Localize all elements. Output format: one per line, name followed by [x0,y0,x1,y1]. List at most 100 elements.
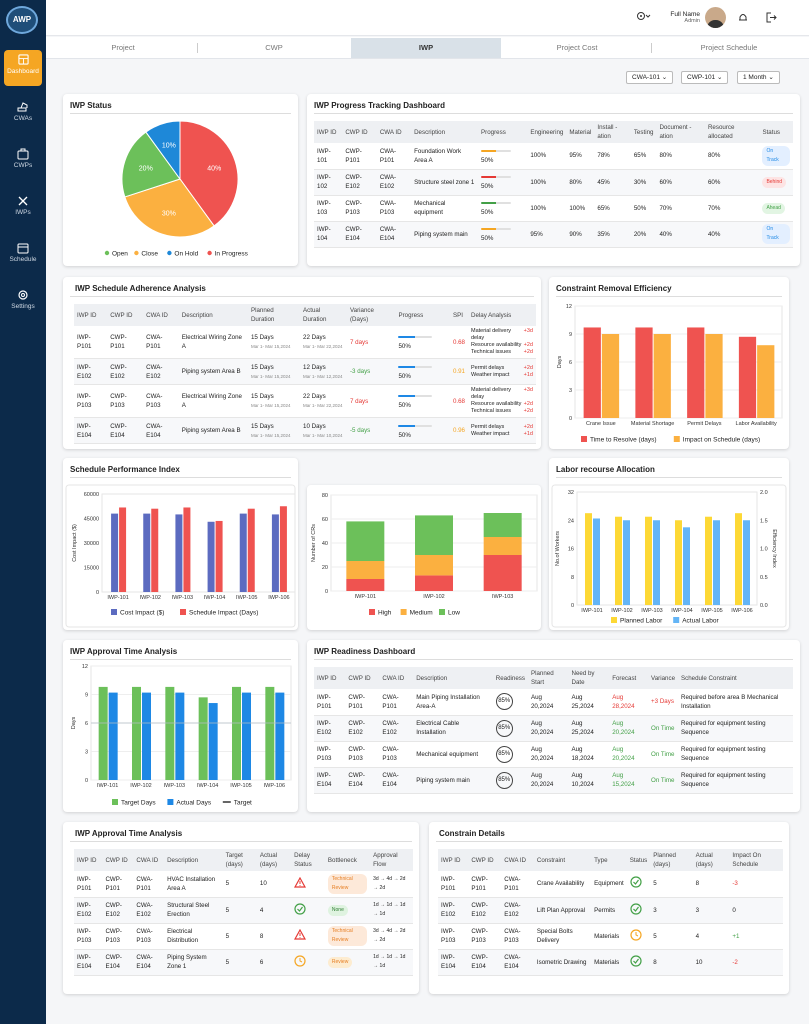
table-row[interactable]: IWP-P101 CWP-P101 CWA-P101 HVAC Installatio… [74,871,413,898]
tab-iwp[interactable]: IWP [351,38,501,58]
column-header: CWP ID [342,121,377,143]
table-row[interactable]: IWP-102 CWP-E102 CWA-E102 Structure steel z… [314,169,793,196]
table-row[interactable]: IWP-P103 CWP-P103 CWA-P103 Mechanical equip… [314,741,793,768]
location-icon[interactable] [636,11,652,25]
tab-project-cost[interactable]: Project Cost [502,38,652,58]
avatar[interactable] [705,7,726,28]
legend-label: Target [234,800,252,807]
actual-duration: 22 Days [303,393,326,400]
status-badge: On Track [762,145,790,166]
period-select-value: 1 Month [743,74,767,81]
delay-days: +2d [523,401,533,407]
legend-swatch [581,436,587,442]
cell-status: Behind [759,169,793,196]
cell-eng: 100% [527,169,567,196]
cell-cwp: CWP-E104 [342,221,377,248]
excavator-icon [4,97,42,115]
card-title: IWP Readiness Dashboard [314,647,416,656]
sidebar-item-schedule[interactable]: Schedule [4,238,42,274]
stack-low-iwp-103 [483,513,522,537]
table-row[interactable]: IWP-P101 CWP-P101 CWA-P101 Electrical Wirin… [74,326,536,359]
cell-res: 70% [704,195,760,222]
cell-cwa: CWA-P103 [376,195,412,222]
cell-desc: Piping system Area B [178,417,248,444]
cell-actual: 8 [692,871,730,898]
pie-data-label: 20% [139,165,153,172]
cell-approval-flow: 1d → 1d → 1d → 1d [370,897,413,924]
cwa-select[interactable]: CWA-101 ⌄ [626,71,674,84]
progress-value: 50% [398,343,411,350]
labor-allocation-card: Labor recourse Allocation 0 8 16 24 32 0.0 0.5… [549,458,789,630]
table-row[interactable]: IWP-E104 CWP-E104 CWA-E104 Piping system ma… [314,767,793,794]
cell-planned: 15 Days Mar 1- Mar 15,2024 [247,358,301,385]
column-header: Delay Analysis [467,304,536,326]
cell-iwp: IWP-102 [314,169,343,196]
tab-project-schedule[interactable]: Project Schedule [654,38,804,58]
cell-actual: 10 [692,949,730,976]
cell-cwp: CWP-P101 [468,871,502,898]
cell-planned-start: Aug 20,2024 [527,689,569,716]
cell-delay-status [291,949,325,976]
column-header: Constraint [533,849,592,871]
cell-iwp: IWP-104 [314,221,343,248]
cell-mat: 100% [566,195,595,222]
period-select[interactable]: 1 Month ⌄ [737,71,780,84]
x-tick-label: IWP-103 [641,608,662,614]
tab-project[interactable]: Project [48,38,198,58]
column-header: CWA ID [501,849,534,871]
table-row[interactable]: IWP-E102 CWP-E102 CWA-E102 Lift Plan Approv… [438,897,783,924]
cell-type: Materials [591,949,627,976]
legend-swatch [104,250,110,256]
delay-item: Material delivery delay +3d [471,387,533,401]
table-row[interactable]: IWP-E104 CWP-E104 CWA-E104 Isometric Drawin… [438,949,783,976]
table-row[interactable]: IWP-P101 CWP-P101 CWA-P101 Main Piping Inst… [314,689,793,716]
sidebar-item-dashboard[interactable]: Dashboard [4,50,42,86]
legend-label: In Progress [215,251,249,258]
check-circle-icon [630,902,642,917]
table-row[interactable]: IWP-P101 CWP-P101 CWA-P101 Crane Availabili… [438,871,783,898]
cell-cwp: CWP-P103 [102,923,134,950]
sidebar-item-settings[interactable]: Settings [4,285,42,321]
notification-bell-icon[interactable] [738,12,748,25]
progress-value: 50% [481,183,494,190]
cell-progress: 50% [478,195,528,222]
table-row[interactable]: IWP-P103 CWP-P103 CWA-P103 Electrical Distr… [74,923,413,950]
cell-cwp: CWP-P101 [345,689,380,716]
cell-iwp: IWP-E102 [438,897,469,924]
table-row[interactable]: IWP-104 CWP-E104 CWA-E104 Piping system mai… [314,221,793,248]
stack-low-iwp-102 [415,515,453,555]
cell-iwp: IWP-E102 [74,358,108,385]
chevron-down-icon: ⌄ [661,74,668,81]
delay-days: +3d [523,387,533,393]
legend-swatch [439,609,445,615]
delay-reason: Resource availability [470,342,522,348]
table-row[interactable]: IWP-101 CWP-P101 CWA-P101 Foundation Work A… [314,143,793,170]
status-badge: On Track [762,224,790,244]
cell-cwa: CWA-P103 [143,384,179,418]
sidebar-item-label: IWPs [15,209,31,216]
column-header: CWA ID [133,849,165,871]
sidebar-item-cwps[interactable]: CWPs [4,144,42,180]
bar-planned-labor-iwp-101 [585,513,592,605]
cwp-select[interactable]: CWP-101 ⌄ [681,71,729,84]
card-title: Schedule Performance Index [70,465,180,474]
delay-reason: Weather impact [470,430,510,437]
sidebar-item-cwas[interactable]: CWAs [4,97,42,133]
table-row[interactable]: IWP-E102 CWP-E102 CWA-E102 Electrical Cable… [314,715,793,742]
table-row[interactable]: IWP-E104 CWP-E104 CWA-E104 Piping System Zo… [74,949,413,976]
table-row[interactable]: IWP-P103 CWP-P103 CWA-P103 Electrical Wirin… [74,384,536,418]
logout-icon[interactable] [766,12,777,25]
legend-swatch [207,250,212,256]
sidebar-item-iwps[interactable]: IWPs [4,191,42,227]
planned-range: Mar 1- Mar 15,2024 [250,373,291,379]
table-row[interactable]: IWP-E104 CWP-E104 CWA-E104 Piping system Ar… [74,417,536,444]
table-row[interactable]: IWP-E102 CWP-E102 CWA-E102 Structural Steel… [74,897,413,924]
table-row[interactable]: IWP-E102 CWP-E102 CWA-E102 Piping system Ar… [74,358,536,385]
stack-medium-iwp-101 [346,561,385,579]
table-row[interactable]: IWP-P103 CWP-P103 CWA-P103 Special Bolts De… [438,923,783,950]
table-row[interactable]: IWP-103 CWP-P103 CWA-P103 Mechanical equipm… [314,195,793,222]
tab-cwp[interactable]: CWP [199,38,349,58]
app-logo: AWP [6,6,38,34]
y-tick-label: 60 [322,517,328,523]
cell-spi: 0.68 [449,326,468,359]
